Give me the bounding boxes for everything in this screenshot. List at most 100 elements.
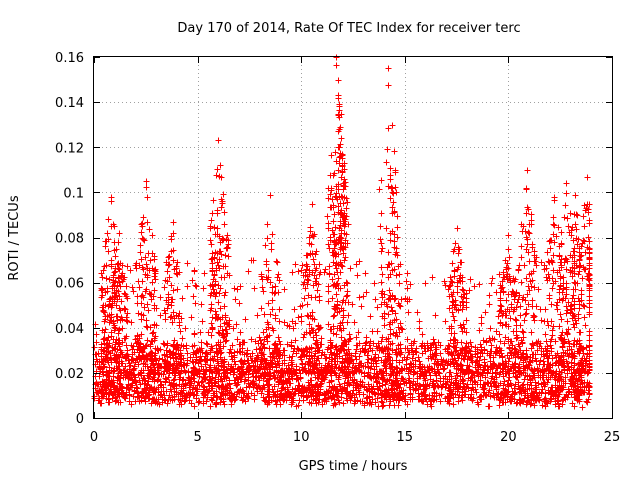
data-point bbox=[210, 392, 217, 399]
data-point bbox=[105, 396, 112, 403]
data-point bbox=[387, 176, 394, 183]
data-point bbox=[487, 393, 494, 400]
data-point bbox=[295, 314, 302, 321]
data-point bbox=[416, 318, 423, 325]
data-point bbox=[233, 321, 240, 328]
data-point bbox=[393, 378, 400, 385]
data-point bbox=[581, 223, 588, 230]
data-point bbox=[477, 393, 484, 400]
data-point bbox=[545, 376, 552, 383]
data-point bbox=[94, 389, 101, 396]
data-point bbox=[205, 380, 212, 387]
data-point bbox=[249, 380, 256, 387]
data-point bbox=[416, 325, 423, 332]
data-point bbox=[118, 349, 125, 356]
data-point bbox=[378, 279, 385, 286]
data-point bbox=[139, 278, 146, 285]
chart-title: Day 170 of 2014, Rate Of TEC Index for r… bbox=[177, 21, 520, 36]
data-point bbox=[221, 209, 228, 216]
data-point bbox=[332, 149, 339, 156]
data-point bbox=[390, 199, 397, 206]
data-point bbox=[114, 313, 121, 320]
data-point bbox=[214, 394, 221, 401]
data-point bbox=[222, 338, 229, 345]
data-point bbox=[295, 346, 302, 353]
data-point bbox=[383, 225, 390, 232]
data-point bbox=[237, 370, 244, 377]
data-point bbox=[188, 400, 195, 407]
data-point bbox=[431, 383, 438, 390]
data-point bbox=[251, 392, 258, 399]
data-point bbox=[140, 214, 147, 221]
data-point bbox=[292, 337, 299, 344]
data-point bbox=[535, 380, 542, 387]
data-point bbox=[193, 392, 200, 399]
data-point bbox=[244, 350, 251, 357]
data-point bbox=[432, 312, 439, 319]
data-point bbox=[451, 267, 458, 274]
data-point bbox=[212, 308, 219, 315]
data-point bbox=[491, 378, 498, 385]
data-point bbox=[208, 396, 215, 403]
data-point bbox=[476, 327, 483, 334]
data-point bbox=[408, 340, 415, 347]
data-point bbox=[533, 389, 540, 396]
data-point bbox=[374, 328, 381, 335]
data-point bbox=[103, 275, 110, 282]
data-point bbox=[207, 237, 214, 244]
data-point bbox=[220, 398, 227, 405]
data-point bbox=[192, 359, 199, 366]
data-point bbox=[422, 393, 429, 400]
data-point bbox=[485, 403, 492, 410]
data-point bbox=[522, 386, 529, 393]
data-point bbox=[394, 234, 401, 241]
x-tick-label: 10 bbox=[293, 430, 310, 445]
data-point bbox=[523, 275, 530, 282]
data-point bbox=[239, 397, 246, 404]
data-point bbox=[214, 166, 221, 173]
data-point bbox=[510, 328, 517, 335]
data-point bbox=[203, 350, 210, 357]
data-point bbox=[557, 311, 564, 318]
data-point bbox=[264, 401, 271, 408]
data-point bbox=[234, 286, 241, 293]
data-point bbox=[234, 375, 241, 382]
data-point bbox=[251, 285, 258, 292]
data-point bbox=[570, 292, 577, 299]
data-point bbox=[422, 382, 429, 389]
data-point bbox=[309, 201, 316, 208]
data-point bbox=[152, 276, 159, 283]
data-point bbox=[486, 301, 493, 308]
data-point bbox=[383, 159, 390, 166]
data-point bbox=[400, 378, 407, 385]
data-point bbox=[435, 369, 442, 376]
data-point bbox=[268, 240, 275, 247]
y-tick-label: 0.1 bbox=[63, 186, 84, 201]
data-point bbox=[538, 317, 545, 324]
data-point bbox=[95, 381, 102, 388]
data-point bbox=[400, 393, 407, 400]
data-point bbox=[447, 369, 454, 376]
data-point bbox=[102, 326, 109, 333]
data-point bbox=[396, 280, 403, 287]
data-point bbox=[241, 339, 248, 346]
data-point bbox=[472, 379, 479, 386]
data-point bbox=[439, 361, 446, 368]
data-points bbox=[91, 54, 593, 411]
data-point bbox=[442, 346, 449, 353]
data-point bbox=[238, 394, 245, 401]
data-point bbox=[335, 77, 342, 84]
data-point bbox=[336, 144, 343, 151]
data-point bbox=[364, 387, 371, 394]
data-point bbox=[149, 279, 156, 286]
data-point bbox=[145, 307, 152, 314]
x-tick-label: 5 bbox=[193, 430, 201, 445]
data-point bbox=[295, 402, 302, 409]
x-tick-label: 25 bbox=[604, 430, 621, 445]
data-point bbox=[151, 376, 158, 383]
data-point bbox=[196, 373, 203, 380]
data-point bbox=[346, 331, 353, 338]
data-point bbox=[312, 340, 319, 347]
data-point bbox=[457, 373, 464, 380]
data-point bbox=[394, 224, 401, 231]
